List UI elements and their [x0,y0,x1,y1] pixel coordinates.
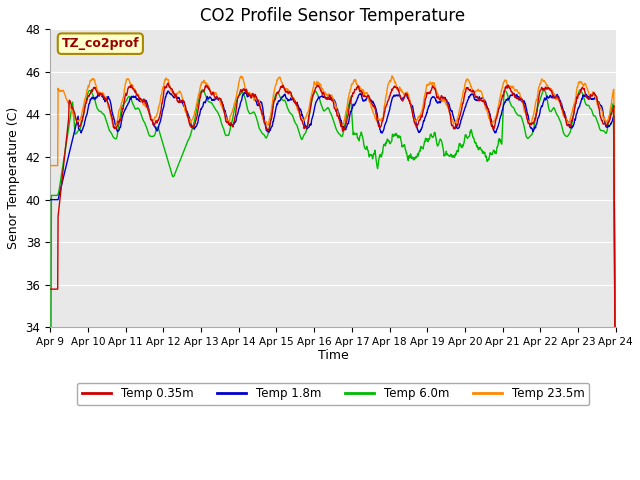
Text: TZ_co2prof: TZ_co2prof [61,37,139,50]
X-axis label: Time: Time [317,348,348,361]
Legend: Temp 0.35m, Temp 1.8m, Temp 6.0m, Temp 23.5m: Temp 0.35m, Temp 1.8m, Temp 6.0m, Temp 2… [77,383,589,405]
Y-axis label: Senor Temperature (C): Senor Temperature (C) [7,107,20,250]
Title: CO2 Profile Sensor Temperature: CO2 Profile Sensor Temperature [200,7,465,25]
